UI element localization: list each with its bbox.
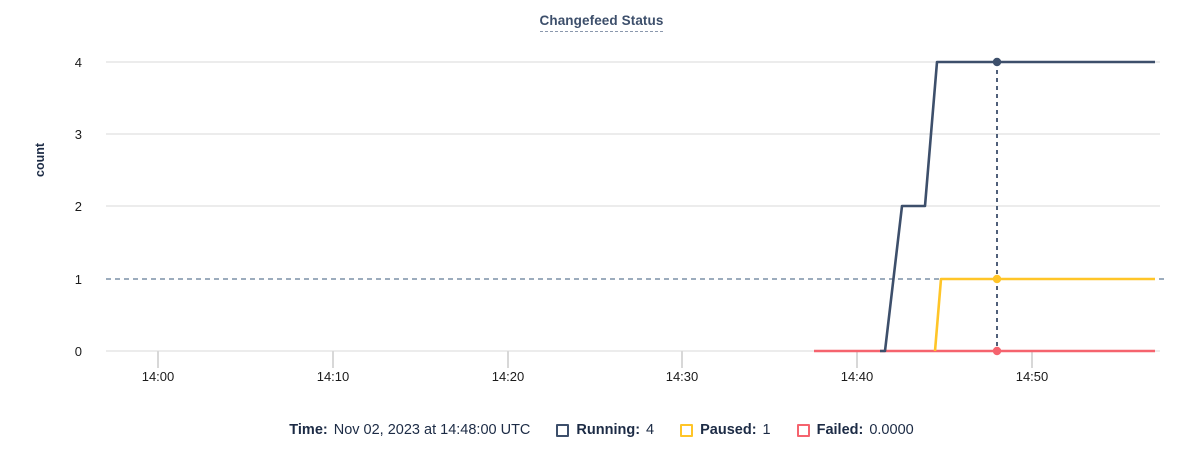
legend-swatch-running-icon bbox=[556, 423, 570, 437]
cursor-marker-running bbox=[992, 57, 1002, 67]
y-axis-label: count bbox=[33, 142, 47, 177]
series-line-running bbox=[880, 60, 1155, 353]
series-line-paused bbox=[933, 277, 1155, 352]
x-tick-1440: 14:40 bbox=[840, 369, 874, 384]
y-tick-0: 0 bbox=[74, 344, 82, 359]
y-tick-3: 3 bbox=[74, 127, 82, 142]
chart-svg bbox=[106, 57, 1166, 368]
y-tick-1: 1 bbox=[74, 272, 82, 287]
legend-item-running[interactable]: Running: 4 bbox=[556, 422, 654, 438]
legend-swatch-paused-icon bbox=[680, 423, 694, 437]
gridlines bbox=[106, 61, 1160, 352]
x-tick-1400: 14:00 bbox=[141, 369, 175, 384]
legend-time: Time: Nov 02, 2023 at 14:48:00 UTC bbox=[289, 422, 530, 438]
cursor-marker-paused bbox=[992, 274, 1002, 284]
x-tick-1410: 14:10 bbox=[316, 369, 350, 384]
legend-label-paused: Paused: bbox=[700, 422, 757, 438]
legend-value-running: 4 bbox=[646, 422, 655, 438]
legend-time-value: Nov 02, 2023 at 14:48:00 UTC bbox=[333, 422, 531, 438]
chart-plot-area[interactable]: count 0 1 2 3 4 14:00 14:10 14:20 14:30 … bbox=[0, 0, 1203, 410]
legend-value-paused: 1 bbox=[762, 422, 771, 438]
chart-title: Changefeed Status bbox=[0, 13, 1203, 32]
y-tick-4: 4 bbox=[74, 55, 82, 70]
x-axis-ticks bbox=[157, 351, 1033, 368]
legend-time-label: Time: bbox=[289, 422, 328, 438]
x-tick-1430: 14:30 bbox=[665, 369, 699, 384]
legend-value-failed: 0.0000 bbox=[869, 422, 914, 438]
chart-legend: Time: Nov 02, 2023 at 14:48:00 UTC Runni… bbox=[0, 422, 1203, 438]
chart-title-text: Changefeed Status bbox=[539, 13, 664, 32]
legend-item-paused[interactable]: Paused: 1 bbox=[680, 422, 771, 438]
legend-swatch-failed-icon bbox=[796, 423, 810, 437]
cursor-marker-failed bbox=[992, 346, 1002, 356]
x-tick-1450: 14:50 bbox=[1015, 369, 1049, 384]
x-tick-1420: 14:20 bbox=[491, 369, 525, 384]
legend-label-failed: Failed: bbox=[816, 422, 864, 438]
y-tick-2: 2 bbox=[74, 199, 82, 214]
legend-item-failed[interactable]: Failed: 0.0000 bbox=[796, 422, 914, 438]
legend-label-running: Running: bbox=[576, 422, 641, 438]
